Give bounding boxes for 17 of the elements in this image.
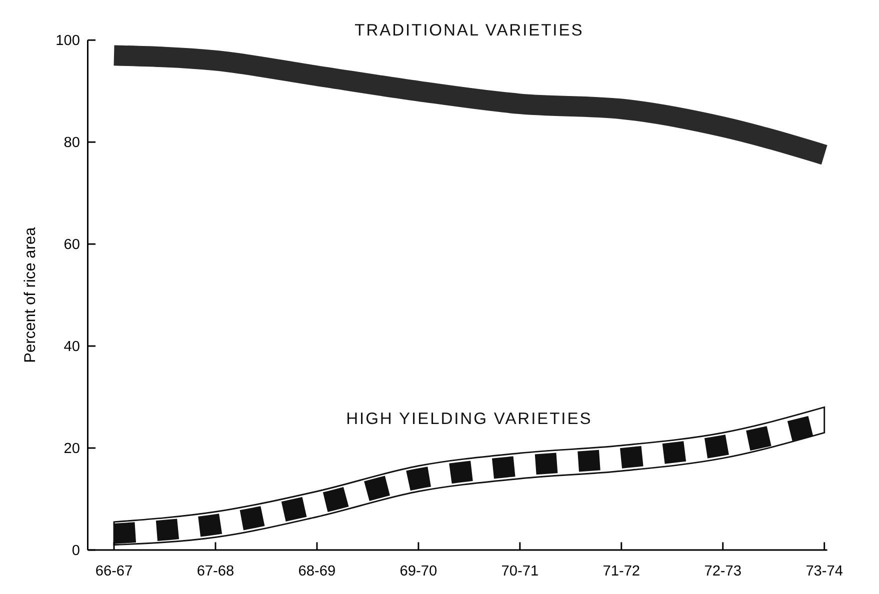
y-tick-label: 100 [56,33,80,50]
y-tick-label: 0 [72,543,80,560]
x-tick-label: 73-74 [806,563,843,580]
y-tick-label: 40 [64,339,80,356]
x-tick-label: 67-68 [196,563,234,580]
text: TRADITIONAL VARIETIES [354,20,584,40]
x-tick-label: 69-70 [400,563,438,580]
y-axis-title: Percent of rice area [22,226,40,363]
series-label: HIGH YIELDING VARIETIES [346,408,592,428]
x-tick-label: 70-71 [501,563,539,580]
y-tick-label: 80 [64,135,80,152]
x-tick-label: 66-67 [95,563,133,580]
y-tick-label: 20 [64,441,80,458]
x-tick-label: 68-69 [298,563,336,580]
x-tick-label: 72-73 [704,563,742,580]
x-tick-label: 71-72 [602,563,640,580]
y-tick-label: 60 [64,237,80,254]
